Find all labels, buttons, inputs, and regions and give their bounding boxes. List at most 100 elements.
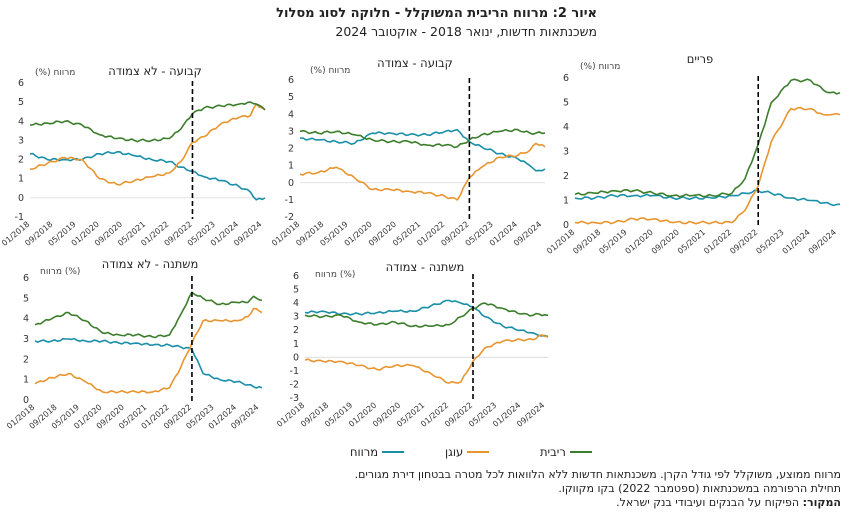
legend-item-spread: מרווח xyxy=(350,445,405,459)
panel-2: קבועה - צמודה(%) מרווח-2-1012345601/2018… xyxy=(270,56,546,248)
y-tick-label: 1 xyxy=(288,161,294,172)
panel-title: משתנה - צמודה xyxy=(386,260,465,274)
y-tick-label: 6 xyxy=(288,75,294,86)
note-line-1: מרווח ממוצע, משוקלל לפי גודל הקרן. משכנת… xyxy=(354,468,841,481)
y-tick-label: 3 xyxy=(288,126,294,137)
x-tick-label: 05/2023 xyxy=(754,228,785,256)
note-line-2: תחילת הרפורמה במשכנתאות (ספטמבר 2022) בק… xyxy=(558,482,841,495)
legend-swatch-anchor xyxy=(467,451,490,453)
y-tick-label: 6 xyxy=(293,271,299,282)
y-tick-label: 3 xyxy=(18,135,24,146)
series-line-anchor xyxy=(34,307,263,394)
y-tick-label: 2 xyxy=(293,325,299,336)
y-tick-label: 4 xyxy=(23,314,29,325)
y-tick-label: 2 xyxy=(18,155,24,166)
figure-notes: מרווח ממוצע, משוקלל לפי גודל הקרן. משכנת… xyxy=(121,468,841,510)
x-tick-label: 09/2022 xyxy=(728,228,759,256)
y-tick-label: 2 xyxy=(563,171,569,182)
y-tick-label: 2 xyxy=(23,354,29,365)
x-tick-label: 01/2024 xyxy=(781,228,812,256)
y-tick-label: 6 xyxy=(23,273,29,284)
panel-3: פריים(%) מרווח012345601/201809/201805/20… xyxy=(545,52,841,256)
y-tick-label: 4 xyxy=(563,122,569,133)
legend-item-rate: ריבית xyxy=(540,445,592,459)
y-tick-label: -3 xyxy=(290,393,299,404)
y-tick-label: -2 xyxy=(285,212,294,223)
legend-label-rate: ריבית xyxy=(540,445,566,459)
x-tick-label: 01/2022 xyxy=(702,228,733,256)
series-line-anchor xyxy=(30,103,266,186)
y-tick-label: 4 xyxy=(293,298,299,309)
y-tick-label: 3 xyxy=(293,312,299,323)
charts-canvas: קבועה - לא צמודה (%) מרווח -1 0 1 2 3 4 5 6 01/201… xyxy=(0,52,841,431)
panel-title: פריים xyxy=(687,52,713,66)
y-tick-label: -1 xyxy=(15,212,24,223)
x-tick-label: 09/2024 xyxy=(807,228,838,256)
y-tick-label: 3 xyxy=(23,334,29,345)
y-tick-label: 5 xyxy=(23,293,29,304)
y-tick-label: 0 xyxy=(23,395,29,406)
y-tick-label: 0 xyxy=(563,220,569,231)
legend-item-anchor: עוגן xyxy=(445,445,490,459)
note-source: המקור: הפיקוח על הבנקים ועיבודי בנק ישרא… xyxy=(121,496,841,510)
panel-title: קבועה - לא צמודה xyxy=(108,64,202,78)
panel-ylabel: (%) מרווח xyxy=(580,62,620,72)
y-tick-label: 1 xyxy=(293,339,299,350)
panel-title: משתנה - לא צמודה xyxy=(102,257,199,271)
x-tick-label: 01/2018 xyxy=(545,228,576,256)
x-tick-label: 05/2019 xyxy=(597,228,628,256)
y-tick-label: 0 xyxy=(293,352,299,363)
y-tick-label: 3 xyxy=(563,147,569,158)
y-tick-label: 5 xyxy=(288,92,294,103)
panel-title: קבועה - צמודה xyxy=(377,56,453,70)
series-line-rate xyxy=(299,128,546,149)
y-tick-label: 0 xyxy=(18,193,24,204)
y-tick-label: 1 xyxy=(563,196,569,207)
source-label: המקור: xyxy=(802,496,841,509)
legend-label-spread: מרווח xyxy=(350,445,379,459)
series-line-anchor xyxy=(299,142,546,201)
legend-swatch-rate xyxy=(569,451,592,453)
panel-ylabel: (%) מרווח xyxy=(35,68,75,78)
series-line-spread xyxy=(34,337,263,389)
y-tick-label: 5 xyxy=(563,98,569,109)
series-line-rate xyxy=(304,302,549,328)
panel-ylabel: מרווח (%) xyxy=(40,267,80,277)
series-line-spread xyxy=(29,151,266,201)
y-tick-label: 5 xyxy=(18,97,24,108)
panel-1: קבועה - לא צמודה(%) מרווח-1012345601/201… xyxy=(0,64,266,248)
series-line-spread xyxy=(304,299,549,338)
y-tick-label: 6 xyxy=(18,78,24,89)
y-tick-label: 1 xyxy=(23,375,29,386)
series-line-anchor xyxy=(304,334,549,384)
series-line-rate xyxy=(574,78,841,198)
source-text: הפיקוח על הבנקים ועיבודי בנק ישראל. xyxy=(616,496,800,509)
x-tick-label: 01/2020 xyxy=(624,228,655,256)
series-line-rate xyxy=(29,101,266,143)
y-tick-label: -1 xyxy=(290,366,299,377)
panel-ylabel: (%) מרווח xyxy=(310,66,350,76)
x-tick-label: 09/2020 xyxy=(650,228,681,256)
y-tick-label: -2 xyxy=(290,379,299,390)
y-tick-label: 4 xyxy=(288,109,294,120)
panel-ylabel: מרווח (%) xyxy=(315,270,355,280)
x-tick-label: 05/2021 xyxy=(676,228,707,256)
y-tick-label: 1 xyxy=(18,174,24,185)
y-tick-label: 2 xyxy=(288,144,294,155)
y-tick-label: 0 xyxy=(288,178,294,189)
legend-label-anchor: עוגן xyxy=(445,445,464,459)
series-line-spread xyxy=(299,128,546,172)
y-tick-label: 5 xyxy=(293,285,299,296)
legend-swatch-spread xyxy=(382,451,405,453)
legend: ריבית עוגן מרווח xyxy=(350,445,592,463)
series-line-anchor xyxy=(574,106,841,225)
figure-subtitle: משכנתאות חדשות, ינואר 2018 - אוקטובר 202… xyxy=(335,24,597,39)
y-tick-label: 6 xyxy=(563,73,569,84)
series-line-rate xyxy=(34,291,263,339)
y-tick-label: 4 xyxy=(18,116,24,127)
y-tick-label: -1 xyxy=(285,195,294,206)
series-line-spread xyxy=(574,189,841,207)
figure-title: איור 2: מרווח הריבית המשוקלל - חלוקה לסו… xyxy=(276,6,597,21)
